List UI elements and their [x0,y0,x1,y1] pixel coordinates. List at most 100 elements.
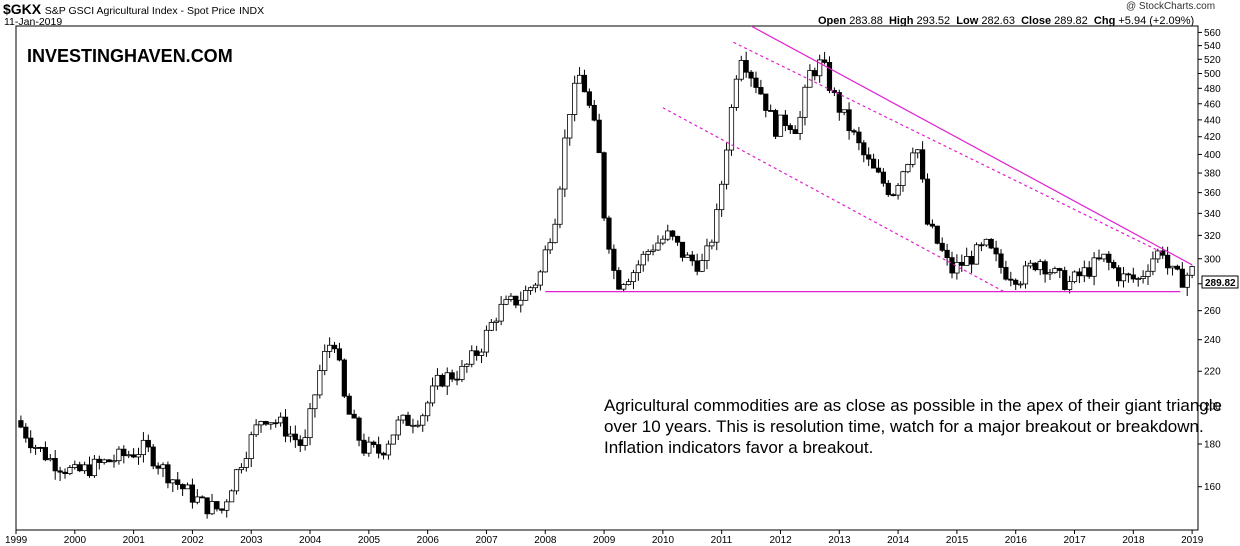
candle-up [557,188,563,225]
y-tick-label: 200 [1204,401,1221,412]
candle-down [380,452,387,456]
candle-up [302,437,308,446]
x-tick-label: 2012 [769,535,792,546]
candle-up [278,416,284,424]
candle-up [1155,250,1161,260]
candle-down [792,129,798,134]
candle-down [782,114,788,126]
candle-down [949,257,955,274]
x-tick-label: 2013 [828,535,851,546]
open-value: 283.88 [849,15,883,27]
candle-down [1013,279,1019,285]
candle-down [670,230,676,237]
candle-down [861,142,867,156]
high-label: High [888,15,914,27]
candle-up [390,434,396,445]
candle-up [630,272,637,283]
candle-down [165,464,171,484]
candle-up [322,350,328,372]
candle-up [660,238,666,244]
plot-frame [15,25,1199,531]
candle-up [1022,265,1029,285]
candle-down [689,254,695,262]
candle-down [601,152,607,219]
channel-line [662,107,1005,293]
candle-up [415,424,421,427]
candle-down [993,247,999,255]
candle-down [331,344,338,350]
candle-up [1120,273,1127,282]
candle-down [351,413,357,419]
candle-down [474,350,480,356]
watermark-brand: INVESTINGHAVEN.COM [27,46,233,66]
candle-up [410,424,416,427]
candle-down [86,464,93,477]
candle-up [111,460,117,463]
candle-up [464,363,470,367]
candle-up [1189,266,1195,276]
candle-down [875,167,882,173]
x-tick-label: 2007 [475,535,498,546]
candle-up [552,223,558,244]
candle-down [846,109,852,132]
candle-up [1169,265,1176,269]
candle-down [596,119,602,154]
candle-up [900,171,906,186]
candle-up [527,287,534,291]
candle-up [1150,258,1156,272]
candle-down [214,501,220,510]
candle-down [28,437,34,449]
y-tick-label: 360 [1204,188,1221,199]
last-price-label: 289.82 [1201,275,1239,289]
candle-up [542,249,548,273]
candle-down [748,71,754,79]
candle-up [1027,262,1034,267]
candle-up [723,149,730,185]
candle-up [483,329,490,353]
candle-up [287,433,294,437]
candle-up [733,78,739,108]
y-tick-label: 160 [1204,482,1221,493]
candle-up [576,74,583,84]
x-tick-label: 2000 [64,535,87,546]
candle-up [655,242,661,251]
candle-down [674,235,681,243]
close-label: Close [1021,15,1052,27]
candle-up [488,322,494,331]
candle-up [1047,272,1053,275]
candle-down [1116,267,1122,282]
candle-up [665,230,671,240]
candle-up [67,467,73,475]
candle-down [96,458,102,463]
candle-down [199,496,205,499]
candle-up [395,419,401,436]
candle-down [106,459,112,463]
candle-down [831,90,837,93]
candle-down [1125,273,1132,276]
y-tick-label: 240 [1204,335,1221,346]
candle-up [312,394,318,410]
y-tick-label: 540 [1204,41,1221,52]
candle-up [625,281,632,285]
candle-up [268,422,274,425]
candle-up [317,370,323,396]
chart-title: $GKX S&P GSCI Agricultural Index - Spot … [3,1,264,17]
candle-down [924,178,931,225]
candle-down [1086,267,1092,277]
y-tick-label: 520 [1204,55,1221,66]
candle-down [356,417,362,441]
candle-up [135,454,142,458]
x-tick-label: 2004 [299,535,322,546]
candle-up [714,209,720,243]
candle-down [1008,278,1014,281]
y-tick-label: 300 [1204,254,1221,265]
candle-down [743,60,749,73]
candle-up [160,464,166,469]
candle-up [983,238,989,246]
candle-down [1076,271,1083,277]
candle-down [934,225,940,244]
candle-down [768,110,774,112]
candle-down [371,441,377,446]
candle-up [738,60,744,80]
